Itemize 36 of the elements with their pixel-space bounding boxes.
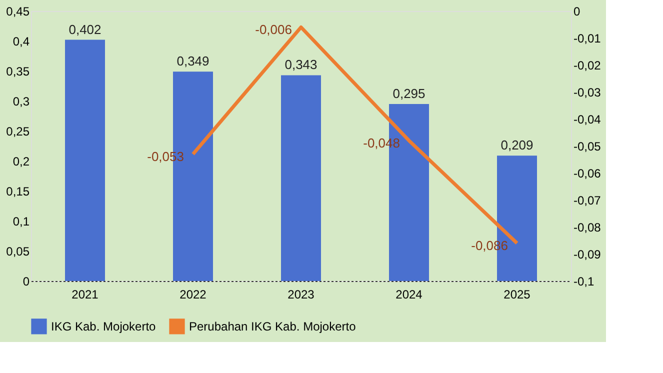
y2-tick-label: 0 [574,4,580,18]
x-tick-label: 2023 [288,288,315,302]
x-tick-label: 2024 [396,288,423,302]
y-tick-label: 0,45 [6,4,30,18]
x-tick-label: 2021 [72,288,99,302]
legend-label: Perubahan IKG Kab. Mojokerto [189,319,356,334]
y2-tick-label: -0,08 [574,220,602,234]
data-label: 0,349 [176,54,210,69]
y-tick-label: 0 [22,274,30,288]
data-label: 0,402 [68,22,102,37]
y2-tick-label: -0,07 [574,194,602,208]
data-label: 0,295 [392,86,426,101]
y-tick-label: 0,35 [6,64,30,78]
y2-tick-label: -0,06 [574,166,602,180]
y-tick-label: 0,2 [12,154,30,168]
data-label: -0,006 [255,22,292,38]
y2-tick-label: -0,05 [574,140,602,154]
y2-tick-label: -0,03 [574,86,602,100]
data-label: 0,209 [500,138,534,153]
y2-tick-label: -0,1 [574,274,595,288]
y-tick-label: 0,4 [12,34,30,48]
y-tick-label: 0,05 [6,244,30,258]
y2-tick-label: -0,04 [574,112,602,126]
bar [281,75,321,281]
y-tick-label: 0,15 [6,184,30,198]
data-label: 0,343 [284,57,318,72]
y-tick-label: 0,25 [6,124,30,138]
x-tick-label: 2022 [180,288,207,302]
bar [65,40,105,281]
y2-tick-label: -0,01 [574,32,602,46]
y-tick-label: 0,3 [12,94,30,108]
legend-label: IKG Kab. Mojokerto [51,319,156,334]
y2-tick-label: -0,02 [574,58,602,72]
y-tick-label: 0,1 [12,214,30,228]
y2-tick-label: -0,09 [574,248,602,262]
x-tick-label: 2025 [504,288,531,302]
